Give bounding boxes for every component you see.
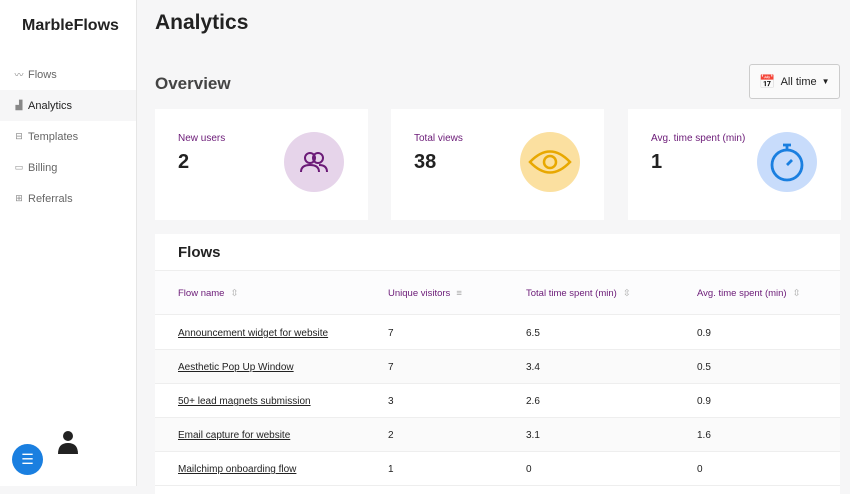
overview-heading: Overview xyxy=(155,74,231,93)
stat-label: New users xyxy=(178,133,226,144)
col-unique-visitors[interactable]: Unique visitors ≡ xyxy=(388,288,462,299)
page-title: Analytics xyxy=(155,11,249,34)
sidebar-item-analytics[interactable]: ▟ Analytics xyxy=(0,90,136,121)
sidebar-item-templates[interactable]: ⊟ Templates xyxy=(0,121,136,152)
sidebar-item-flows[interactable]: 〰 Flows xyxy=(0,59,136,90)
cell: 7 xyxy=(388,328,394,339)
sidebar: MarbleFlows 〰 Flows ▟ Analytics ⊟ Templates… xyxy=(0,0,137,486)
sidebar-nav: 〰 Flows ▟ Analytics ⊟ Templates ▭ Billing ⊞ R… xyxy=(0,59,136,214)
bar-chart-icon: ▟ xyxy=(15,100,23,110)
flow-link[interactable]: Email capture for website xyxy=(178,430,291,441)
table-row: Email capture for website 2 3.1 1.6 xyxy=(155,418,840,452)
cell: 2 xyxy=(388,430,394,441)
sidebar-item-label: Analytics xyxy=(28,99,73,112)
table-row: 50+ lead magnets submission 3 2.6 0.9 xyxy=(155,384,840,418)
sidebar-item-label: Billing xyxy=(28,161,58,174)
logo: MarbleFlows xyxy=(22,17,119,34)
sidebar-item-billing[interactable]: ▭ Billing xyxy=(0,152,136,183)
stat-value: 38 xyxy=(414,151,437,173)
date-range-dropdown[interactable]: 📅 All time ▼ xyxy=(749,64,840,99)
avatar[interactable] xyxy=(58,430,78,454)
sidebar-item-label: Referrals xyxy=(28,192,73,205)
cell: 3 xyxy=(388,396,394,407)
stat-card-total-views: Total views 38 xyxy=(391,109,604,220)
users-icon xyxy=(284,132,344,192)
table-row: Aesthetic Pop Up Window 7 3.4 0.5 xyxy=(155,350,840,384)
eye-icon xyxy=(520,132,580,192)
cell: 0 xyxy=(526,464,532,475)
flow-link[interactable]: 50+ lead magnets submission xyxy=(178,396,311,407)
cell: 0.9 xyxy=(697,328,711,339)
layout-icon: ⊟ xyxy=(15,131,23,141)
flows-table-card: Flows Flow name ⇳ Unique visitors ≡ Total … xyxy=(155,234,840,494)
flow-link[interactable]: Mailchimp onboarding flow xyxy=(178,464,297,475)
stat-card-new-users: New users 2 xyxy=(155,109,368,220)
caret-down-icon: ▼ xyxy=(821,77,830,86)
sort-icon: ⇳ xyxy=(230,288,239,299)
sidebar-item-referrals[interactable]: ⊞ Referrals xyxy=(0,183,136,214)
sort-desc-icon: ≡ xyxy=(456,288,462,299)
cell: 0 xyxy=(697,464,703,475)
cell: 1 xyxy=(388,464,394,475)
col-total-time[interactable]: Total time spent (min) ⇳ xyxy=(526,288,631,299)
gift-icon: ⊞ xyxy=(15,193,23,203)
chat-button[interactable]: ☰ xyxy=(12,444,43,475)
table-header: Flow name ⇳ Unique visitors ≡ Total time s… xyxy=(155,270,840,315)
sort-icon: ⇳ xyxy=(622,288,631,299)
stat-card-avg-time: Avg. time spent (min) 1 xyxy=(628,109,841,220)
chart-line-icon: 〰 xyxy=(14,70,24,80)
cell: 6.5 xyxy=(526,328,540,339)
cell: 0.5 xyxy=(697,362,711,373)
sort-icon: ⇳ xyxy=(792,288,801,299)
sidebar-item-label: Templates xyxy=(28,130,79,143)
date-range-value: All time xyxy=(780,75,817,88)
table-row: Mailchimp onboarding flow 1 0 0 xyxy=(155,452,840,486)
flow-link[interactable]: Announcement widget for website xyxy=(178,328,329,339)
flow-link[interactable]: Aesthetic Pop Up Window xyxy=(178,362,294,373)
cell: 3.1 xyxy=(526,430,540,441)
table-row: Announcement widget for website 7 6.5 0.9 xyxy=(155,316,840,350)
col-flow-name[interactable]: Flow name ⇳ xyxy=(178,288,239,299)
flows-heading: Flows xyxy=(178,244,221,261)
cell: 1.6 xyxy=(697,430,711,441)
stopwatch-icon xyxy=(757,132,817,192)
chat-icon: ☰ xyxy=(21,451,34,467)
cell: 0.9 xyxy=(697,396,711,407)
stat-label: Avg. time spent (min) xyxy=(651,133,746,144)
calendar-icon: 📅 xyxy=(759,73,776,89)
cell: 3.4 xyxy=(526,362,540,373)
cell: 7 xyxy=(388,362,394,373)
stat-value: 1 xyxy=(651,151,663,173)
sidebar-item-label: Flows xyxy=(28,68,57,81)
credit-card-icon: ▭ xyxy=(14,162,24,172)
stat-value: 2 xyxy=(178,151,190,173)
stat-label: Total views xyxy=(414,133,463,144)
col-avg-time[interactable]: Avg. time spent (min) ⇳ xyxy=(697,288,801,299)
cell: 2.6 xyxy=(526,396,540,407)
